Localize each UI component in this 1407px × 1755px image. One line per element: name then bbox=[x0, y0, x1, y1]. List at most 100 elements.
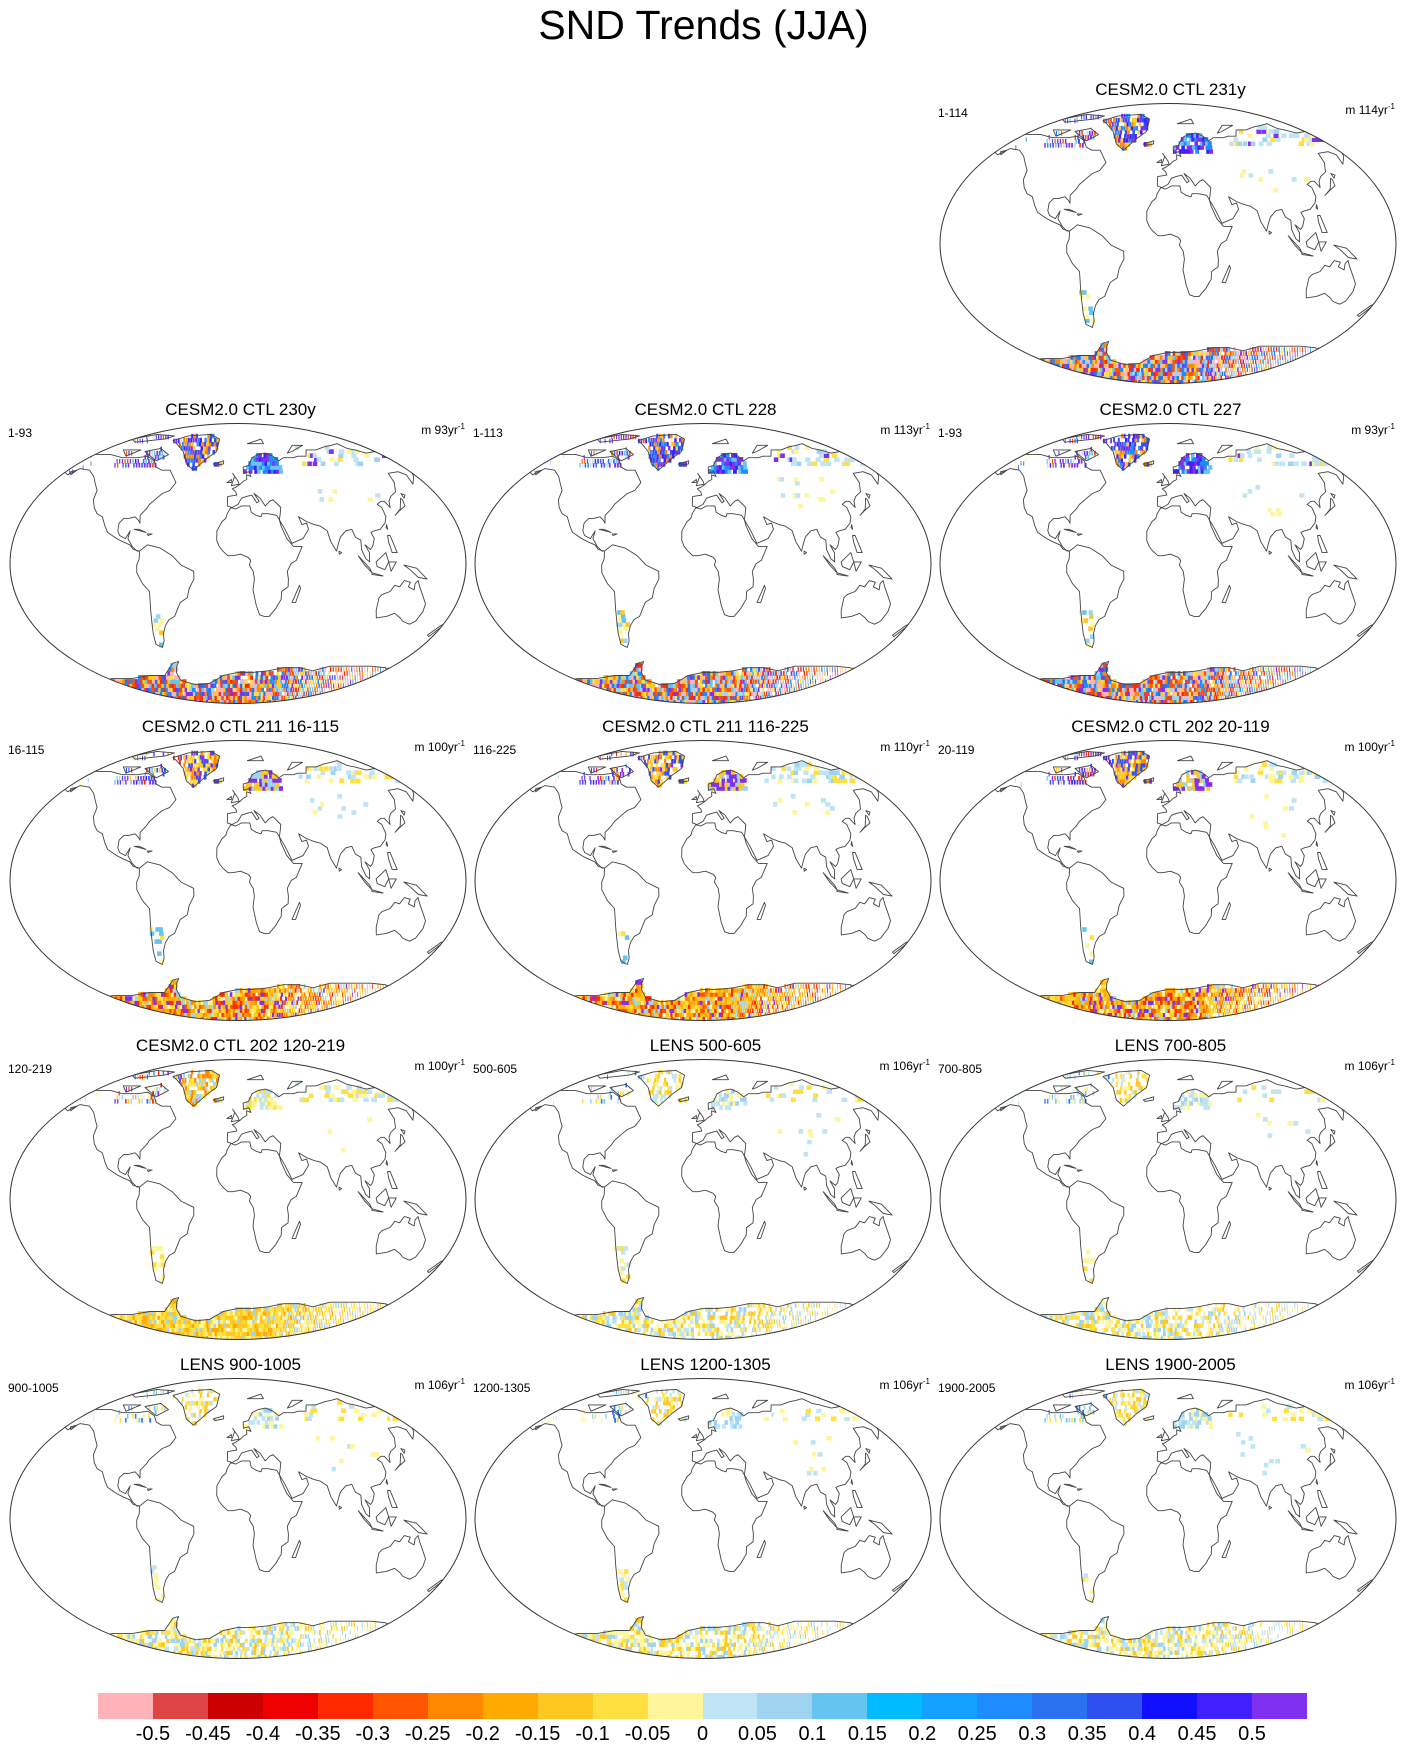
trend-cell bbox=[79, 691, 87, 696]
trend-cell bbox=[1282, 375, 1284, 380]
trend-cell bbox=[550, 695, 557, 700]
trend-cell bbox=[1241, 379, 1243, 384]
trend-cell bbox=[398, 683, 400, 688]
trend-cell bbox=[1008, 375, 1016, 380]
trend-cell bbox=[305, 691, 308, 696]
trend-cell bbox=[295, 445, 300, 450]
trend-cell bbox=[284, 691, 287, 696]
trend-cell bbox=[1268, 379, 1270, 384]
trend-cell bbox=[1233, 371, 1235, 376]
trend-cell bbox=[1107, 359, 1112, 364]
trend-cell bbox=[258, 457, 263, 462]
trend-cell bbox=[1239, 173, 1245, 178]
trend-cell bbox=[1317, 675, 1319, 680]
trend-cell bbox=[1116, 121, 1119, 127]
trend-cell bbox=[1322, 367, 1325, 372]
trend-cell bbox=[617, 454, 619, 460]
trend-cell bbox=[644, 679, 650, 684]
trend-cell bbox=[1001, 367, 1008, 372]
trend-cell bbox=[739, 683, 742, 688]
trend-cell bbox=[244, 683, 248, 688]
trend-cell bbox=[302, 699, 304, 704]
trend-cell bbox=[1244, 367, 1246, 372]
trend-cell bbox=[1029, 695, 1036, 700]
trend-cell bbox=[1317, 699, 1319, 704]
trend-cell bbox=[805, 699, 807, 704]
trend-cell bbox=[1124, 441, 1127, 447]
trend-cell bbox=[1098, 347, 1104, 352]
trend-cell bbox=[596, 695, 602, 700]
trend-cell bbox=[567, 683, 574, 688]
trend-cell bbox=[842, 675, 844, 680]
trend-cell bbox=[1294, 351, 1296, 356]
trend-cell bbox=[198, 695, 202, 700]
trend-cell bbox=[755, 667, 758, 672]
trend-cell bbox=[1245, 679, 1247, 684]
trend-cell bbox=[203, 687, 208, 692]
trend-cell bbox=[189, 449, 193, 455]
trend-cell bbox=[1226, 363, 1229, 368]
trend-cell bbox=[744, 691, 747, 696]
trend-cell bbox=[361, 691, 363, 696]
trend-cell bbox=[315, 671, 317, 676]
trend-cell bbox=[1196, 137, 1201, 142]
trend-cell bbox=[727, 465, 731, 470]
trend-cell bbox=[347, 675, 349, 680]
trend-cell bbox=[191, 466, 195, 471]
trend-cell bbox=[1294, 371, 1296, 376]
trend-cell bbox=[1268, 363, 1269, 368]
trend-cell bbox=[1204, 679, 1208, 684]
trend-cell bbox=[1327, 355, 1329, 360]
trend-cell bbox=[1040, 375, 1047, 380]
trend-cell bbox=[1142, 695, 1146, 700]
trend-cell bbox=[1103, 675, 1108, 680]
trend-cell bbox=[211, 691, 216, 696]
trend-cell bbox=[1267, 667, 1270, 672]
trend-cell bbox=[180, 438, 182, 444]
trend-cell bbox=[131, 691, 137, 696]
trend-cell bbox=[709, 683, 713, 688]
trend-cell bbox=[1225, 679, 1227, 684]
trend-cell bbox=[1091, 450, 1094, 456]
trend-cell bbox=[1106, 675, 1111, 680]
trend-cell bbox=[316, 457, 322, 462]
trend-cell bbox=[837, 695, 839, 700]
trend-cell bbox=[1128, 363, 1132, 368]
trend-cell bbox=[1185, 133, 1190, 138]
trend-cell bbox=[120, 699, 126, 704]
trend-cell bbox=[563, 687, 569, 692]
trend-cell bbox=[620, 691, 625, 696]
trend-cell bbox=[168, 683, 174, 688]
trend-cell bbox=[377, 667, 379, 672]
trend-cell bbox=[624, 679, 630, 684]
coastline bbox=[681, 505, 768, 617]
trend-cell bbox=[1118, 363, 1123, 368]
trend-cell bbox=[1017, 133, 1019, 138]
trend-cell bbox=[658, 445, 661, 451]
trend-cell bbox=[791, 675, 794, 680]
trend-cell bbox=[1247, 133, 1253, 138]
trend-cell bbox=[208, 699, 212, 704]
trend-cell bbox=[1246, 379, 1248, 384]
trend-cell bbox=[1173, 145, 1177, 150]
panel-period-label: 1-113 bbox=[473, 426, 503, 440]
trend-cell bbox=[1275, 691, 1277, 696]
coastline bbox=[375, 580, 426, 625]
trend-cell bbox=[336, 691, 338, 696]
trend-cell bbox=[269, 461, 274, 466]
trend-cell bbox=[205, 695, 209, 700]
trend-cell bbox=[208, 683, 212, 688]
trend-cell bbox=[625, 622, 630, 627]
trend-cell bbox=[389, 699, 392, 704]
trend-cell bbox=[1192, 379, 1195, 384]
trend-cell bbox=[710, 465, 715, 470]
trend-cell bbox=[345, 699, 347, 704]
figure-title: SND Trends (JJA) bbox=[538, 2, 869, 48]
trend-cell bbox=[323, 671, 325, 676]
trend-cell bbox=[1132, 117, 1135, 123]
trend-cell bbox=[127, 699, 133, 704]
trend-cell bbox=[1206, 375, 1209, 380]
trend-cell bbox=[644, 699, 649, 704]
coastline bbox=[1000, 149, 1008, 156]
trend-cell bbox=[114, 780, 116, 785]
